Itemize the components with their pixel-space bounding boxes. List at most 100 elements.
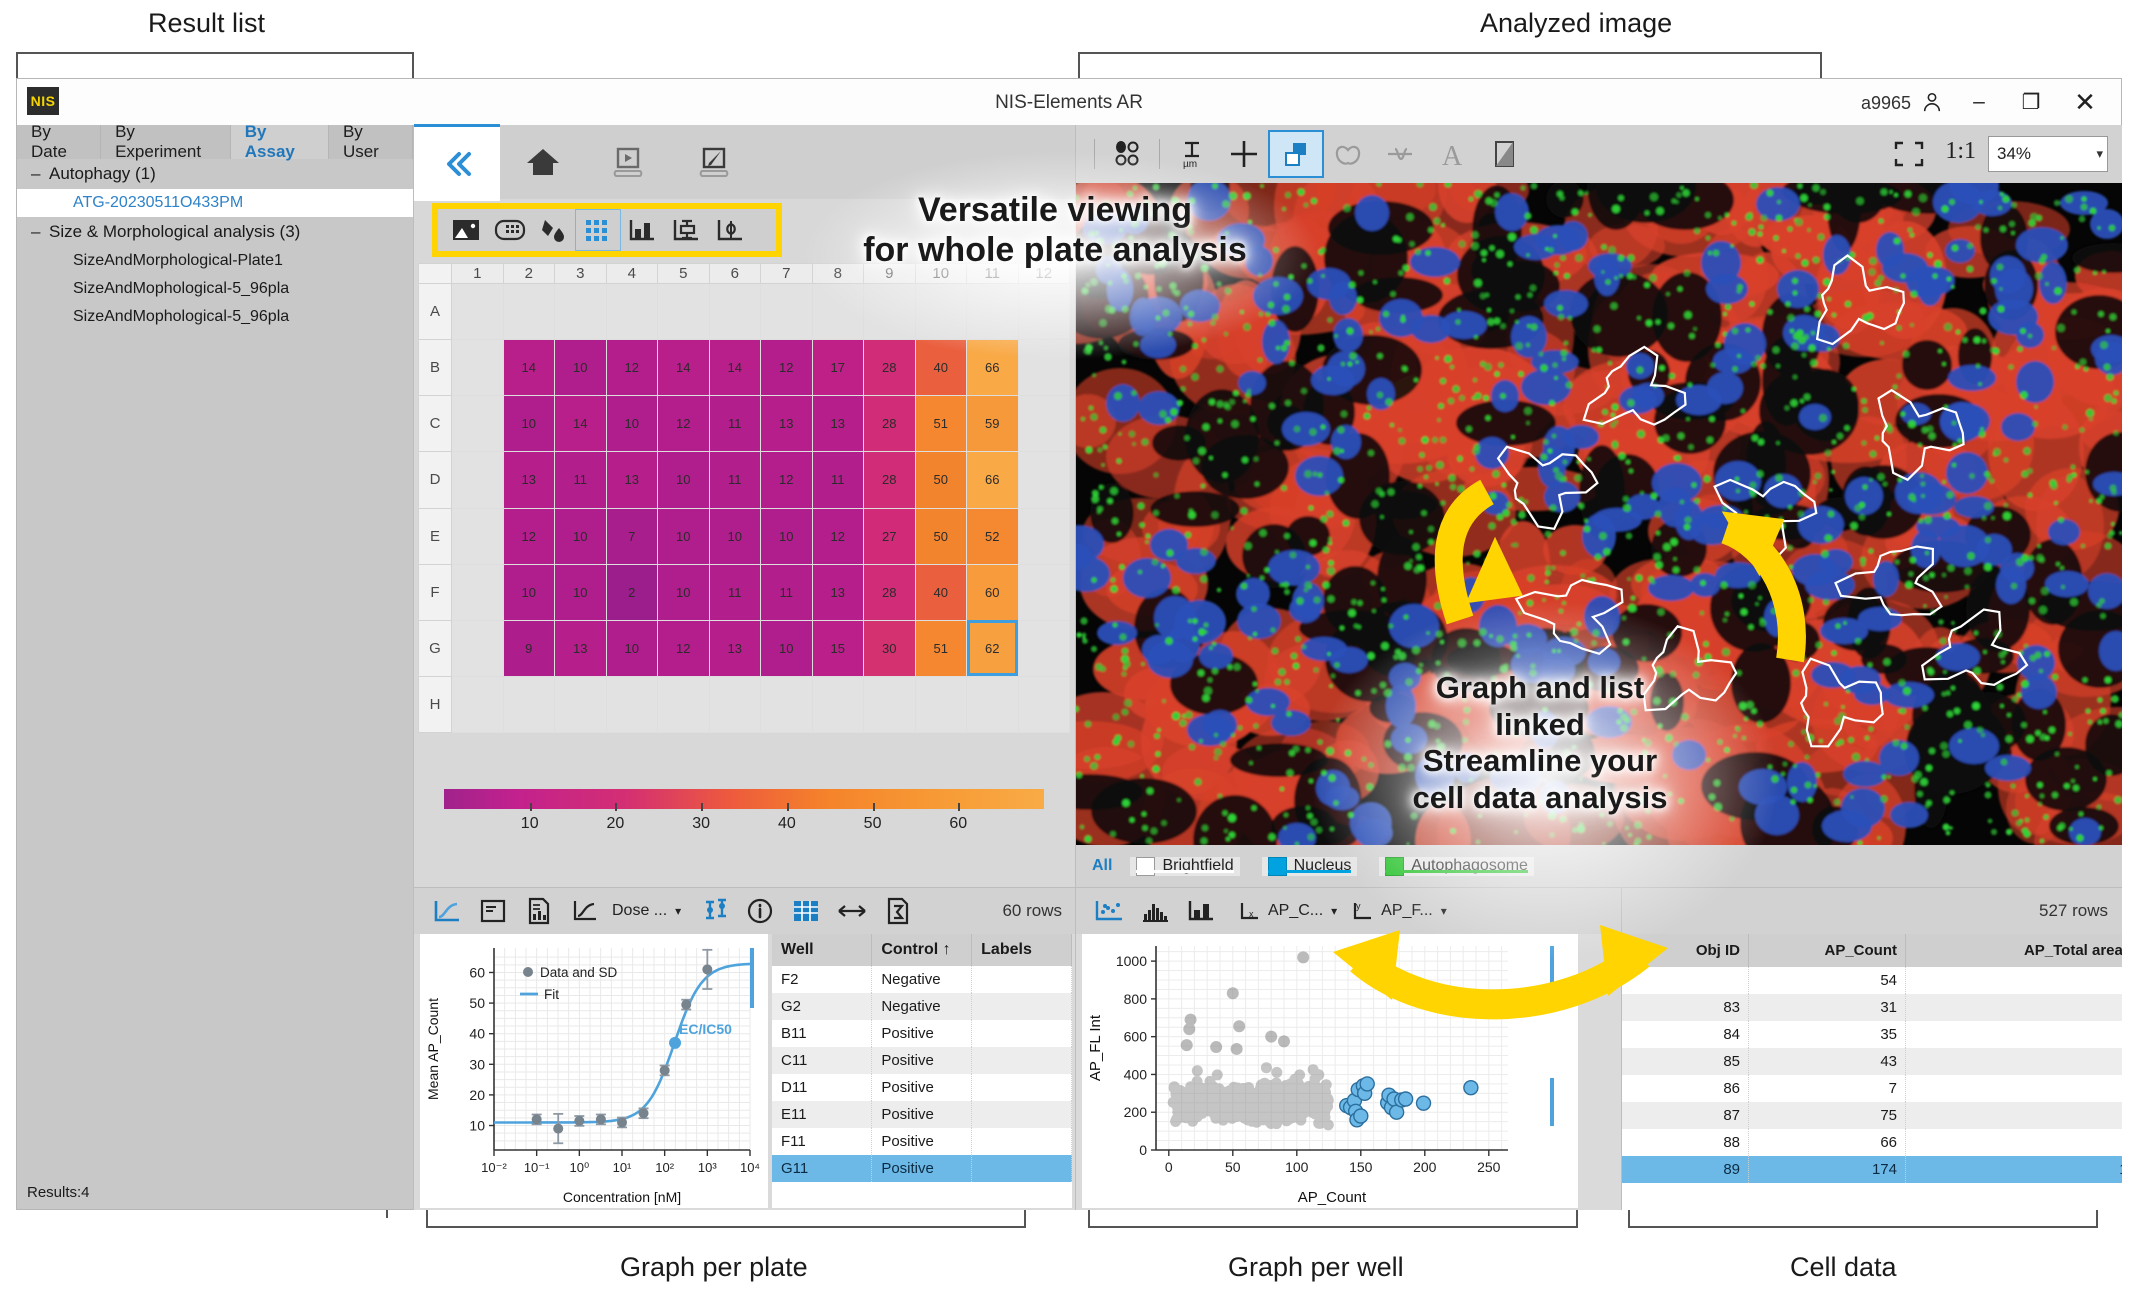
plate-row-header[interactable]: A: [418, 282, 452, 341]
tab-by-experiment[interactable]: By Experiment: [101, 122, 231, 161]
arrows-lr-icon[interactable]: [829, 892, 875, 930]
table-row[interactable]: 854333.38: [1622, 1048, 2122, 1075]
plate-well-E10[interactable]: 50: [914, 507, 967, 565]
table-row[interactable]: F2 Negative: [772, 966, 1072, 993]
plate-well-A8[interactable]: [811, 282, 864, 341]
cd-col-apcount[interactable]: AP_Count: [1748, 934, 1906, 967]
well-col-control[interactable]: Control ↑: [871, 934, 973, 966]
plate-well-G10[interactable]: 51: [914, 619, 967, 677]
plate-well-A4[interactable]: [605, 282, 658, 341]
plate-row-header[interactable]: E: [418, 507, 452, 565]
plate-well-C5[interactable]: 12: [657, 395, 710, 453]
tree-group-size-morph[interactable]: – Size & Morphological analysis (3): [17, 217, 413, 247]
plate-well-A3[interactable]: [554, 282, 607, 341]
plate-well-E12[interactable]: [1017, 507, 1070, 565]
channel-brightfield[interactable]: Brightfield: [1130, 856, 1240, 876]
y-axis-selector[interactable]: y AP_F... ▾: [1351, 900, 1447, 922]
plate-heatmap-grid[interactable]: 1 2 3 4 5 6 7 8 9 10 11 12 A B 14 10 12 14 14 12 17 28 40 66 C 1…: [418, 263, 1070, 734]
plate-well-H1[interactable]: [451, 675, 504, 734]
plate-well-A12[interactable]: [1017, 282, 1070, 341]
plate-well-D7[interactable]: 12: [760, 451, 813, 509]
bar-chart-icon[interactable]: [620, 210, 664, 250]
plate-well-A1[interactable]: [451, 282, 504, 341]
tree-item-96pla-b[interactable]: SizeAndMophological-5_96pla: [73, 308, 290, 325]
zoom-level-combobox[interactable]: 34% ▾: [1988, 136, 2108, 172]
info-icon[interactable]: [737, 892, 783, 930]
table-row[interactable]: 8674.26: [1622, 1075, 2122, 1102]
table-row[interactable]: F11 Positive: [772, 1128, 1072, 1155]
plate-well-D8[interactable]: 11: [811, 451, 864, 509]
plate-well-D10[interactable]: 50: [914, 451, 967, 509]
plate-well-F3[interactable]: 10: [554, 563, 607, 621]
plate-well-C3[interactable]: 14: [554, 395, 607, 453]
error-bars-icon[interactable]: [691, 892, 737, 930]
report-icon[interactable]: [516, 892, 562, 930]
collapse-icon[interactable]: –: [31, 222, 41, 241]
plate-well-A2[interactable]: [502, 282, 555, 341]
plate-well-F4[interactable]: 2: [605, 563, 658, 621]
tab-by-assay[interactable]: By Assay: [230, 122, 329, 161]
plate-well-G4[interactable]: 10: [605, 619, 658, 677]
tree-item-96pla-a[interactable]: SizeAndMophological-5_96pla: [73, 280, 290, 297]
plate-well-C10[interactable]: 51: [914, 395, 967, 453]
table-row[interactable]: B11 Positive: [772, 1020, 1072, 1047]
plate-well-F1[interactable]: [451, 563, 504, 621]
close-button[interactable]: ✕: [2074, 86, 2096, 117]
plate-well-F5[interactable]: 10: [657, 563, 710, 621]
violin-plot-icon[interactable]: [708, 210, 752, 250]
plate-well-F11[interactable]: 60: [966, 563, 1019, 621]
curve-measure-icon[interactable]: [1374, 132, 1426, 176]
plate-well-E3[interactable]: 10: [554, 507, 607, 565]
scatter-icon[interactable]: [1086, 892, 1132, 930]
box-plot-icon[interactable]: [664, 210, 708, 250]
plate-well-B2[interactable]: 14: [502, 339, 555, 397]
chevron-down-icon[interactable]: ▾: [675, 904, 682, 918]
plate-well-G12[interactable]: [1017, 619, 1070, 677]
crosshair-icon[interactable]: [1218, 132, 1270, 176]
fit-to-screen-icon[interactable]: [1892, 139, 1926, 169]
collapse-left-icon[interactable]: [414, 123, 500, 201]
one-to-one-button[interactable]: 1:1: [1945, 138, 1976, 164]
plate-well-D9[interactable]: 28: [863, 451, 916, 509]
plate-row-header[interactable]: H: [418, 675, 452, 734]
table-row[interactable]: 89174115.70: [1622, 1156, 2122, 1183]
plate-well-H11[interactable]: [966, 675, 1019, 734]
plate-well-F2[interactable]: 10: [502, 563, 555, 621]
well-scatter-chart[interactable]: 0 200 400 600 800 1000 0 50 100 150 200 250 AP_Count…: [1082, 934, 1578, 1208]
dose-response-chart[interactable]: 10 20 30 40 50 60 10⁻² 10⁻¹ 10⁰ 10¹ 10² 10³ 10⁴ EC/IC…: [420, 934, 768, 1208]
table-row[interactable]: 843528.92: [1622, 1021, 2122, 1048]
object-count-icon[interactable]: [1101, 132, 1153, 176]
lut-icon[interactable]: [1478, 132, 1530, 176]
chevron-down-icon[interactable]: ▾: [2096, 146, 2103, 161]
channel-autophagosome[interactable]: Autophagosome: [1379, 856, 1534, 876]
plate-well-E11[interactable]: 52: [966, 507, 1019, 565]
plate-well-B6[interactable]: 14: [708, 339, 761, 397]
x-axis-selector[interactable]: x AP_C... ▾: [1238, 900, 1337, 922]
plate-well-D4[interactable]: 13: [605, 451, 658, 509]
plate-col-header[interactable]: 3: [554, 263, 607, 284]
legend-icon[interactable]: [470, 892, 516, 930]
dose-curve-icon[interactable]: [562, 892, 608, 930]
pipette-icon[interactable]: [532, 210, 576, 250]
plate-well-C7[interactable]: 13: [760, 395, 813, 453]
plate-well-B12[interactable]: [1017, 339, 1070, 397]
freehand-roi-icon[interactable]: [1322, 132, 1374, 176]
plate-well-F8[interactable]: 13: [811, 563, 864, 621]
edit-icon[interactable]: [672, 125, 758, 199]
plate-well-B9[interactable]: 28: [863, 339, 916, 397]
plate-well-G5[interactable]: 12: [657, 619, 710, 677]
plate-well-H12[interactable]: [1017, 675, 1070, 734]
plate-well-D2[interactable]: 13: [502, 451, 555, 509]
table-row[interactable]: 877557.35: [1622, 1102, 2122, 1129]
plate-well-G3[interactable]: 13: [554, 619, 607, 677]
maximize-button[interactable]: ❐: [2021, 90, 2041, 114]
plate-well-A10[interactable]: [914, 282, 967, 341]
plate-well-D12[interactable]: [1017, 451, 1070, 509]
plate-col-header[interactable]: 5: [657, 263, 710, 284]
plate-well-C11[interactable]: 59: [966, 395, 1019, 453]
tab-by-date[interactable]: By Date: [17, 122, 102, 161]
table-row[interactable]: G11 Positive: [772, 1155, 1072, 1182]
collapse-icon[interactable]: –: [31, 164, 41, 183]
plate-well-G7[interactable]: 10: [760, 619, 813, 677]
